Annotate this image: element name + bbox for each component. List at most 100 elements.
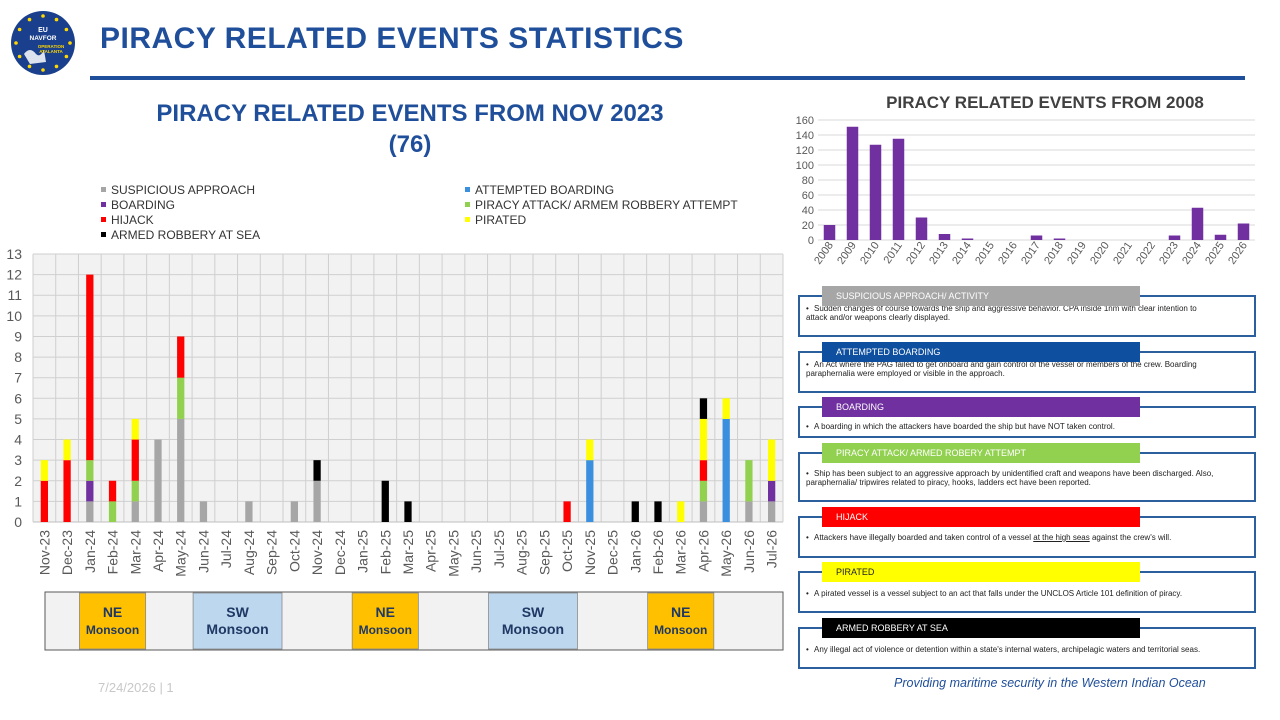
svg-text:NAVFOR: NAVFOR [30,35,57,42]
bar-segment [677,501,685,522]
legend-item-armed-robbery: ARMED ROBBERY AT SEA [101,228,260,243]
x-tick-label: Mar-25 [400,530,416,575]
bar [869,144,882,240]
bar-segment [631,501,639,522]
bar-segment [586,439,594,461]
x-tick-label: Jan-26 [627,530,643,573]
legend-swatch [101,202,106,208]
bar [1237,223,1250,240]
y-tick-label: 6 [14,390,22,406]
monsoon-block [192,592,283,650]
y-tick-label: 160 [796,115,814,127]
x-tick-label: Nov-24 [309,530,325,575]
monsoon-label: SW [522,604,545,620]
x-tick-label: 2011 [882,240,905,266]
bar-segment [177,377,185,419]
y-tick-label: 3 [14,452,22,468]
x-tick-label: 2012 [904,240,928,267]
bar-segment [563,501,571,522]
x-tick-label: 2023 [1157,240,1181,267]
bar-segment [699,418,708,461]
x-tick-label: Jun-26 [741,530,757,573]
x-tick-label: Jan-25 [355,530,371,573]
bar-segment [177,336,185,378]
bar-segment [313,480,321,522]
definition-header-attempted-boarding: ATTEMPTED BOARDING [822,342,1140,362]
x-tick-label: Dec-25 [605,530,621,575]
definition-header-piracy-attack: PIRACY ATTACK/ ARMED ROBERY ATTEMPT [822,443,1140,463]
x-tick-label: Feb-25 [377,530,393,575]
bar [915,217,928,240]
definition-text: • Attackers have illegally boarded and ta… [806,533,1172,542]
x-tick-label: Jun-24 [195,530,211,573]
bar-segment [131,480,139,502]
monsoon-label: SW [226,604,249,620]
legend-item-boarding: BOARDING [101,198,175,213]
x-tick-label: Jan-24 [82,530,98,573]
x-tick-label: 2018 [1042,240,1066,267]
x-tick-label: Jun-25 [468,530,484,573]
y-tick-label: 0 [808,235,814,247]
y-tick-label: 60 [802,190,814,202]
legend-swatch [465,202,470,208]
bar-segment [86,274,94,461]
x-tick-label: Oct-24 [286,530,302,572]
bar-segment [63,460,71,522]
x-tick-label: 2014 [950,240,974,267]
monsoon-block [488,592,578,650]
bar-segment [290,501,298,522]
y-tick-label: 140 [796,130,814,142]
definition-header-boarding: BOARDING [822,397,1140,417]
bar [1191,207,1204,240]
main-chart-subtitle: (76) [388,131,432,158]
x-tick-label: Oct-25 [559,530,575,572]
monsoon-block [647,592,715,650]
bar-segment [745,501,753,522]
main-chart-title: PIRACY RELATED EVENTS FROM NOV 2023 (76) [40,98,780,160]
eu-navfor-logo: EU NAVFOR OPERATION ATALANTA [10,10,76,76]
x-tick-label: Apr-24 [150,530,166,572]
x-tick-label: 2022 [1134,240,1158,267]
y-tick-label: 100 [796,160,814,172]
bar-segment [404,501,412,522]
x-tick-label: 2021 [1111,240,1135,267]
bar-segment [108,480,117,502]
y-tick-label: 2 [14,473,22,489]
mini-chart-title: PIRACY RELATED EVENTS FROM 2008 [886,93,1204,112]
x-tick-label: Aug-24 [241,530,257,575]
monsoon-sublabel: Monsoon [206,621,268,637]
bar-segment [745,460,753,502]
bar-segment [586,460,594,522]
bar-segment [768,439,776,481]
plot-background [33,254,783,522]
x-tick-label: 2009 [835,240,859,267]
slide-date: 7/24/2026 | 1 [98,680,174,695]
monsoon-sublabel: Monsoon [359,623,412,637]
y-tick-label: 0 [14,514,22,530]
legend-swatch [465,187,470,193]
x-tick-label: Jul-26 [764,530,780,568]
bar-segment [131,439,139,481]
legend-swatch [101,217,106,223]
x-tick-label: Dec-23 [59,530,75,575]
bar [1030,235,1043,240]
y-tick-label: 40 [802,205,814,217]
bar-segment [699,460,708,481]
bar-segment [699,398,708,419]
bar-segment [108,501,117,522]
x-tick-label: Dec-24 [332,530,348,575]
bar-segment [245,501,253,522]
bar-segment [40,480,48,522]
bar [938,234,951,240]
x-tick-label: 2024 [1180,240,1204,267]
definition-text: • Ship has been subject to an aggressive … [806,469,1214,487]
x-tick-label: 2013 [927,240,951,267]
bar [1053,238,1066,240]
y-tick-label: 13 [6,246,22,262]
x-tick-label: May-26 [718,530,734,577]
bar-segment [131,418,139,440]
x-tick-label: Nov-23 [36,530,52,575]
bar-segment [381,480,389,522]
x-tick-label: 2016 [996,240,1020,267]
